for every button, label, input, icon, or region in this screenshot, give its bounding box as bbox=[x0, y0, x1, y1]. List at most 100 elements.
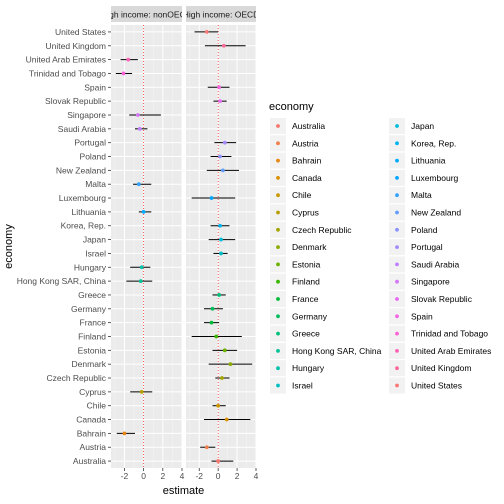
estimate-point bbox=[220, 168, 225, 173]
legend-label: Malta bbox=[411, 190, 432, 200]
estimate-point bbox=[218, 223, 222, 228]
y-tick-label: Spain bbox=[84, 82, 106, 92]
legend-swatch bbox=[276, 193, 280, 198]
x-tick-label: 2 bbox=[160, 471, 165, 481]
estimate-point bbox=[139, 265, 144, 270]
legend-swatch bbox=[276, 349, 280, 353]
estimate-point bbox=[209, 320, 214, 325]
y-tick-label: Cyprus bbox=[79, 387, 106, 397]
legend-swatch bbox=[395, 366, 399, 371]
legend-swatch bbox=[276, 124, 280, 128]
legend-swatch bbox=[395, 331, 399, 336]
estimate-point bbox=[217, 85, 222, 90]
x-tick-label: -2 bbox=[121, 471, 129, 481]
estimate-point bbox=[221, 43, 226, 48]
facet-strip bbox=[186, 6, 256, 22]
legend-label: Korea, Rep. bbox=[411, 138, 456, 148]
estimate-point bbox=[210, 306, 215, 311]
y-tick-label: Singapore bbox=[67, 110, 106, 120]
legend-label: Bahrain bbox=[292, 156, 322, 166]
estimate-point bbox=[126, 57, 131, 62]
y-tick-label: Saudi Arabia bbox=[58, 124, 106, 134]
legend-swatch bbox=[395, 158, 399, 163]
legend-label: Portugal bbox=[411, 242, 443, 252]
legend-swatch bbox=[395, 141, 399, 146]
estimate-point bbox=[218, 99, 222, 104]
y-tick-label: Trinidad and Tobago bbox=[29, 68, 106, 78]
legend-swatch bbox=[276, 314, 280, 319]
y-tick-label: Malta bbox=[85, 179, 106, 189]
y-tick-label: Luxembourg bbox=[59, 193, 107, 203]
estimate-point bbox=[228, 362, 233, 367]
legend-swatch bbox=[276, 210, 280, 215]
estimate-point bbox=[137, 126, 142, 131]
y-tick-label: Estonia bbox=[78, 345, 107, 355]
y-tick-label: Germany bbox=[71, 304, 107, 314]
estimate-point bbox=[222, 348, 227, 353]
legend-swatch bbox=[395, 210, 399, 215]
legend-swatch bbox=[395, 297, 399, 301]
estimate-point bbox=[224, 417, 229, 422]
y-tick-label: Slovak Republic bbox=[45, 96, 107, 106]
estimate-point bbox=[135, 113, 140, 117]
legend-label: Japan bbox=[411, 121, 434, 131]
legend-swatch bbox=[395, 314, 399, 319]
legend-swatch bbox=[276, 366, 280, 371]
legend-label: Spain bbox=[411, 311, 433, 321]
legend-swatch bbox=[395, 349, 399, 353]
legend-label: Singapore bbox=[411, 277, 450, 287]
legend-swatch bbox=[395, 227, 399, 232]
legend-title: economy bbox=[269, 101, 314, 113]
y-tick-label: Denmark bbox=[72, 359, 107, 369]
x-axis-title: estimate bbox=[163, 485, 205, 497]
legend-label: Poland bbox=[411, 225, 438, 235]
x-tick-label: 4 bbox=[180, 471, 185, 481]
y-tick-label: Czech Republic bbox=[46, 373, 106, 383]
y-tick-label: Lithuania bbox=[71, 207, 106, 217]
legend-label: Saudi Arabia bbox=[411, 259, 459, 269]
legend-label: Austria bbox=[292, 138, 319, 148]
legend-swatch bbox=[276, 297, 280, 301]
y-tick-label: United Kingdom bbox=[46, 41, 106, 51]
legend-swatch bbox=[276, 176, 280, 180]
legend-swatch bbox=[395, 279, 399, 284]
legend-label: Chile bbox=[292, 190, 312, 200]
estimate-point bbox=[220, 376, 224, 380]
legend-label: United Arab Emirates bbox=[411, 346, 491, 356]
y-tick-label: Hong Kong SAR, China bbox=[17, 276, 107, 286]
estimate-point bbox=[204, 445, 209, 450]
y-tick-label: Hungary bbox=[74, 262, 107, 272]
estimate-point bbox=[216, 459, 221, 463]
facet-label: High income: nonOECD bbox=[101, 10, 192, 20]
y-tick-label: New Zealand bbox=[56, 165, 106, 175]
legend-label: Israel bbox=[292, 381, 313, 391]
legend-label: United States bbox=[411, 381, 462, 391]
legend-swatch bbox=[395, 245, 399, 250]
legend-label: Germany bbox=[292, 311, 328, 321]
legend-label: New Zealand bbox=[411, 208, 461, 218]
x-tick-label: 0 bbox=[141, 471, 146, 481]
estimate-point bbox=[136, 182, 141, 187]
legend-swatch bbox=[276, 245, 280, 250]
legend-label: Lithuania bbox=[411, 156, 446, 166]
legend-label: Australia bbox=[292, 121, 325, 131]
estimate-point bbox=[209, 196, 214, 200]
legend-swatch bbox=[276, 141, 280, 146]
legend-label: Hong Kong SAR, China bbox=[292, 346, 382, 356]
y-tick-label: Australia bbox=[73, 456, 106, 466]
legend-swatch bbox=[395, 176, 399, 180]
y-tick-label: United States bbox=[55, 27, 106, 37]
legend-label: Slovak Republic bbox=[411, 294, 473, 304]
y-tick-label: Austria bbox=[80, 442, 107, 452]
y-axis-title: economy bbox=[3, 224, 15, 269]
y-tick-label: Finland bbox=[78, 331, 106, 341]
panel-background bbox=[186, 25, 256, 468]
y-tick-label: Bahrain bbox=[77, 428, 107, 438]
y-tick-label: United Arab Emirates bbox=[26, 55, 106, 65]
y-tick-label: Chile bbox=[87, 401, 107, 411]
legend-swatch bbox=[276, 158, 280, 163]
legend-swatch bbox=[395, 262, 399, 267]
x-tick-label: 2 bbox=[235, 471, 240, 481]
estimate-point bbox=[217, 293, 222, 297]
